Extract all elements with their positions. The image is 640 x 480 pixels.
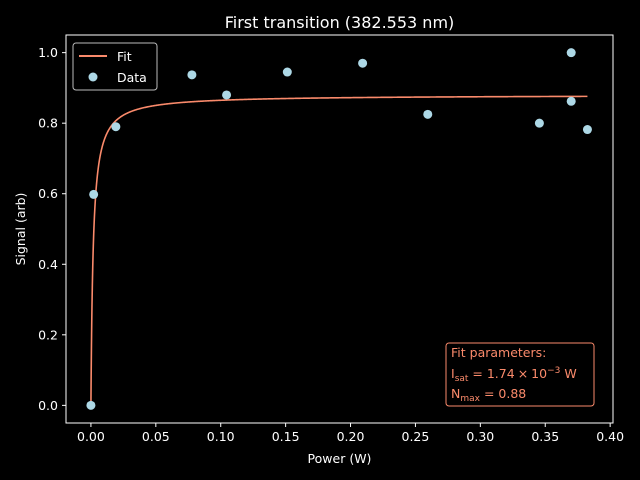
- isat-times: ×: [518, 366, 528, 381]
- data-point: [566, 48, 576, 58]
- x-tick-label: 0.10: [207, 429, 235, 444]
- x-tick-label: 0.35: [531, 429, 559, 444]
- isat-subscript: sat: [455, 374, 469, 384]
- y-axis-label: Signal (arb): [13, 193, 28, 266]
- data-point: [282, 67, 292, 77]
- legend: Fit Data: [72, 42, 158, 91]
- nmax-subscript: max: [460, 394, 480, 404]
- fit-curve: [90, 95, 588, 406]
- isat-base: 10: [531, 366, 547, 381]
- isat-exponent: −3: [547, 366, 560, 376]
- y-tick-label: 0.8: [38, 116, 58, 131]
- x-tick-label: 0.05: [142, 429, 170, 444]
- data-point: [423, 109, 433, 119]
- data-points: [86, 48, 592, 410]
- data-point: [111, 122, 121, 132]
- data-point: [86, 400, 96, 410]
- y-tick-label: 0.4: [38, 257, 58, 272]
- fit-parameters-box: Fit parameters: Isat = 1.74 × 10−3 W Nmax …: [445, 342, 595, 407]
- data-point: [89, 189, 99, 199]
- data-point: [358, 58, 368, 68]
- y-axis-ticks: 0.0 0.2 0.4 0.6 0.8 1.0: [38, 45, 66, 413]
- chart-title: First transition (382.553 nm): [225, 13, 455, 32]
- x-tick-label: 0.15: [272, 429, 300, 444]
- plot-frame: [65, 34, 614, 424]
- isat-value: = 1.74: [468, 366, 514, 381]
- x-tick-label: 0.20: [337, 429, 365, 444]
- legend-data-label: Data: [117, 70, 147, 85]
- x-tick-label: 0.25: [402, 429, 430, 444]
- x-tick-label: 0.40: [596, 429, 624, 444]
- data-point: [566, 96, 576, 106]
- legend-fit-label: Fit: [117, 49, 132, 64]
- x-axis-label: Power (W): [308, 451, 372, 466]
- nmax-value: = 0.88: [480, 386, 526, 401]
- isat-symbol: I: [451, 366, 455, 381]
- annotation-box: [445, 342, 595, 407]
- data-point: [187, 70, 197, 80]
- nmax-symbol: N: [451, 386, 460, 401]
- annotation-heading: Fit parameters:: [451, 345, 546, 360]
- y-tick-label: 0.0: [38, 398, 58, 413]
- y-tick-label: 1.0: [38, 45, 58, 60]
- data-point: [222, 90, 232, 100]
- annotation-nmax: Nmax = 0.88: [451, 386, 526, 404]
- y-tick-label: 0.2: [38, 327, 58, 342]
- x-axis-ticks: 0.00 0.05 0.10 0.15 0.20 0.25 0.30 0.35 0.40: [77, 423, 624, 444]
- y-tick-label: 0.6: [38, 186, 58, 201]
- isat-unit: W: [560, 366, 576, 381]
- legend-data-swatch: [88, 72, 98, 82]
- annotation-isat: Isat = 1.74 × 10−3 W: [451, 366, 577, 384]
- data-point: [582, 125, 592, 135]
- data-point: [534, 118, 544, 128]
- x-tick-label: 0.30: [466, 429, 494, 444]
- fit-layer: [90, 95, 588, 406]
- x-tick-label: 0.00: [77, 429, 105, 444]
